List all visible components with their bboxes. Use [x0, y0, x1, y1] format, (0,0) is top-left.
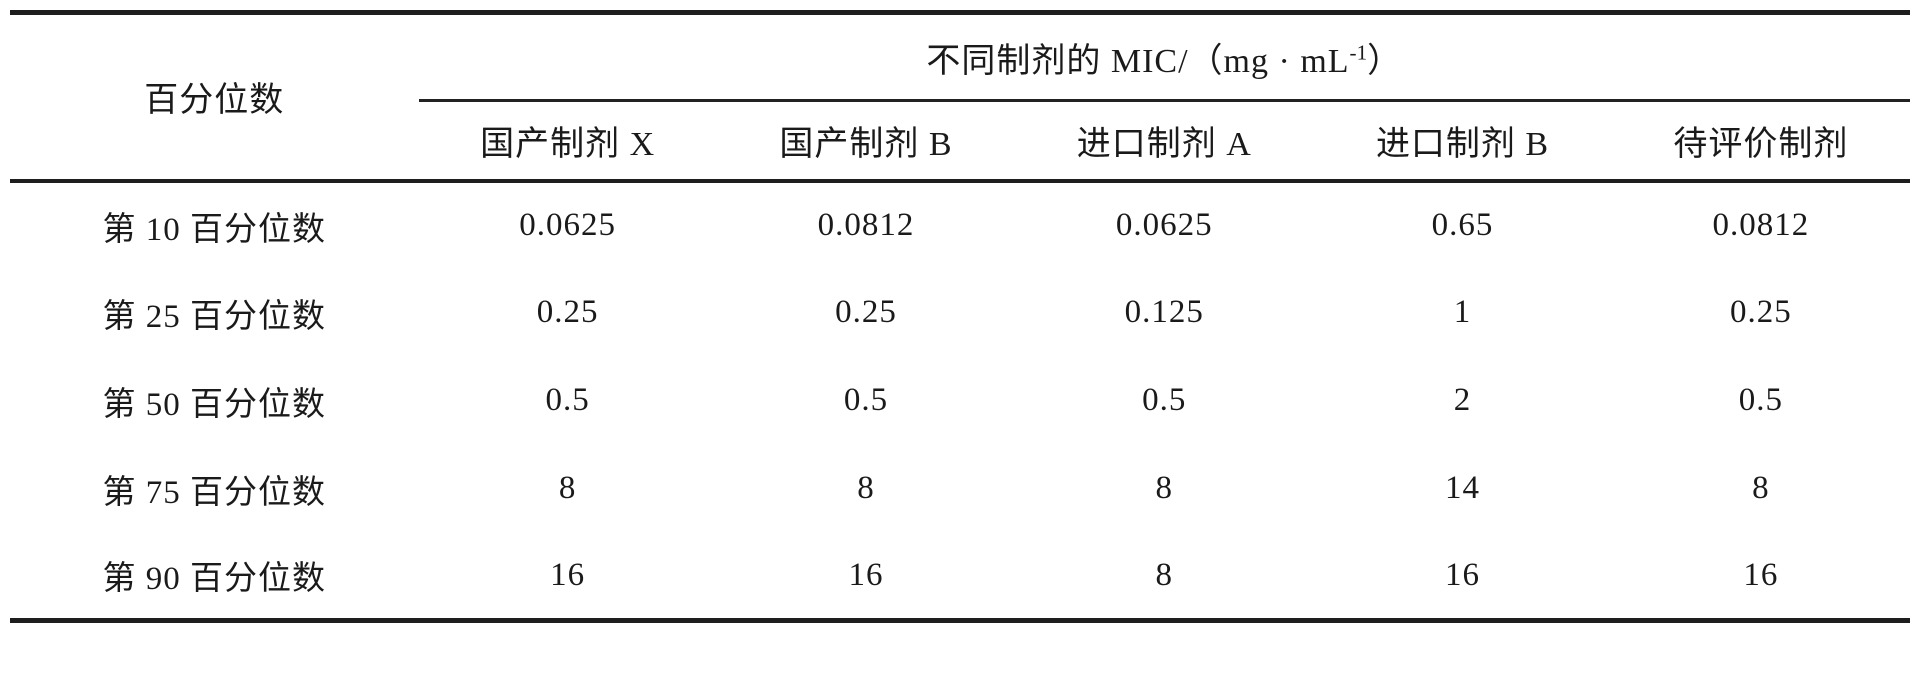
cell-value: 0.65	[1431, 207, 1494, 243]
cell-value: 0.5	[1142, 382, 1187, 418]
row-label-p75: 第 75 百分位数	[102, 474, 326, 511]
cell-value: 2	[1453, 382, 1472, 418]
cell-value: 0.5	[545, 382, 590, 418]
mic-percentile-table: 百分位数 不同制剂的 MIC/（mg · mL-1） 国产制剂 X 国产制剂 B…	[10, 10, 1910, 623]
column-header-domestic-x: 国产制剂 X	[418, 100, 717, 183]
cell-value: 8	[1752, 470, 1770, 506]
cell-value: 8	[1155, 470, 1173, 506]
column-header-domestic-b: 国产制剂 B	[716, 100, 1016, 183]
cell-value: 16	[1445, 556, 1481, 593]
table-container: 百分位数 不同制剂的 MIC/（mg · mL-1） 国产制剂 X 国产制剂 B…	[10, 10, 1910, 623]
cell-value: 0.125	[1124, 294, 1204, 330]
row-label-p25: 第 25 百分位数	[102, 298, 326, 335]
cell-value: 16	[1743, 556, 1779, 593]
cell-value: 1	[1453, 294, 1472, 330]
header-row-columns: 国产制剂 X 国产制剂 B 进口制剂 A 进口制剂 B 待评价制剂	[10, 100, 1910, 183]
table-row: 第 10 百分位数 0.0625 0.0812 0.0625 0.65 0.08…	[10, 181, 1910, 269]
cell-value: 0.0812	[817, 207, 915, 243]
cell-value: 8	[1155, 556, 1173, 593]
row-label-p50: 第 50 百分位数	[102, 386, 326, 423]
cell-value: 16	[550, 556, 586, 593]
spanner-header-text: 不同制剂的 MIC/（mg · mL	[926, 42, 1350, 80]
cell-value: 0.25	[835, 294, 897, 330]
cell-value: 0.0625	[519, 207, 617, 243]
spanner-header-mic: 不同制剂的 MIC/（mg · mL-1）	[418, 12, 1910, 102]
cell-value: 14	[1445, 470, 1481, 506]
cell-value: 0.5	[843, 382, 889, 418]
cell-value: 0.5	[1738, 382, 1783, 418]
spanner-header-exponent: -1	[1349, 40, 1368, 65]
cell-value: 0.25	[1729, 294, 1792, 330]
table-row: 第 90 百分位数 16 16 8 16 16	[10, 533, 1910, 621]
cell-value: 0.0625	[1115, 207, 1213, 243]
column-header-evaluated: 待评价制剂	[1611, 100, 1910, 183]
cell-value: 16	[848, 556, 884, 593]
column-header-imported-b: 进口制剂 B	[1313, 100, 1612, 183]
cell-value: 0.25	[536, 294, 599, 330]
cell-value: 8	[558, 470, 577, 506]
table-row: 第 25 百分位数 0.25 0.25 0.125 1 0.25	[10, 269, 1910, 357]
row-label-p10: 第 10 百分位数	[102, 211, 326, 248]
cell-value: 0.0812	[1712, 207, 1810, 243]
spanner-header-close: ）	[1367, 42, 1403, 80]
table-row: 第 50 百分位数 0.5 0.5 0.5 2 0.5	[10, 357, 1910, 445]
row-label-p90: 第 90 百分位数	[102, 561, 326, 598]
stub-header-percentile: 百分位数	[10, 12, 419, 183]
table-row: 第 75 百分位数 8 8 8 14 8	[10, 445, 1910, 533]
column-header-imported-a: 进口制剂 A	[1015, 100, 1314, 183]
header-row-spanner: 百分位数 不同制剂的 MIC/（mg · mL-1）	[10, 12, 1910, 183]
cell-value: 8	[857, 470, 875, 506]
